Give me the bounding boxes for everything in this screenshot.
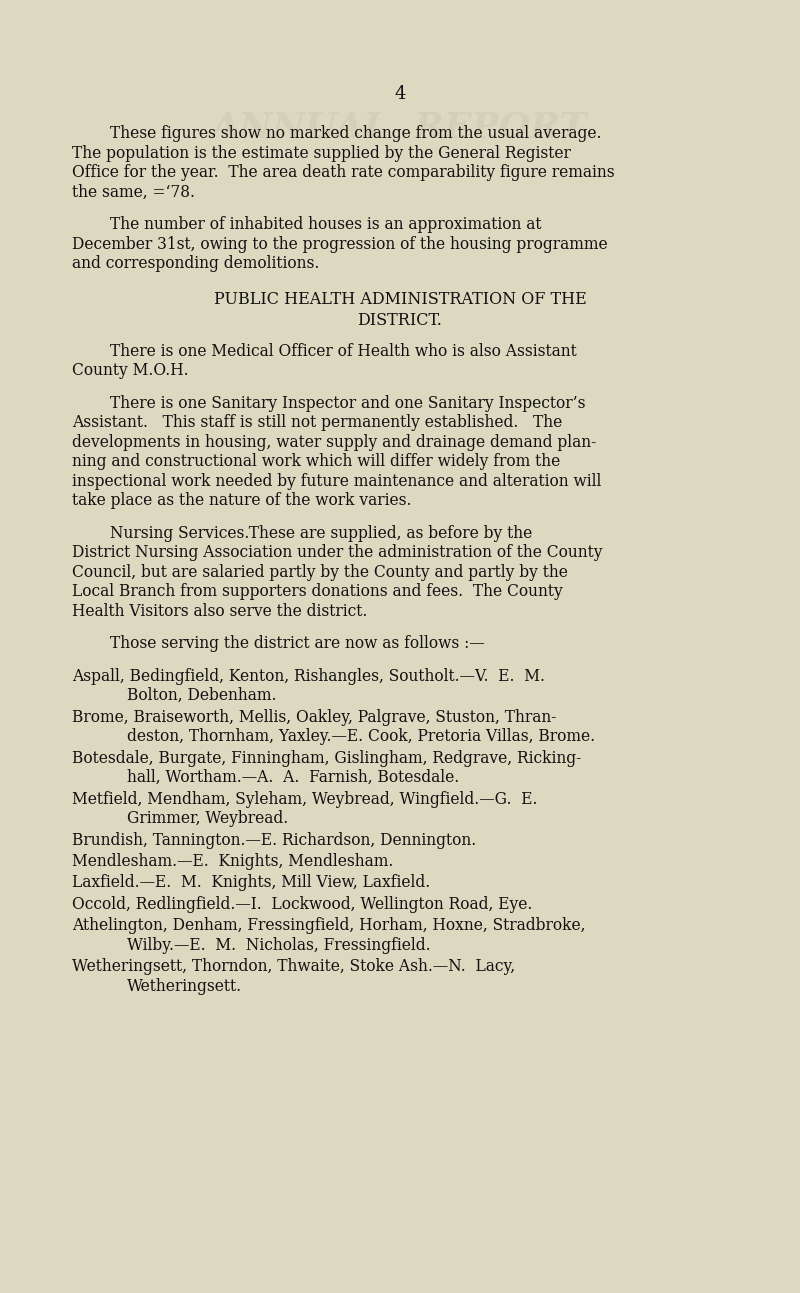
Text: District Nursing Association under the administration of the County: District Nursing Association under the a… bbox=[72, 544, 602, 561]
Text: Grimmer, Weybread.: Grimmer, Weybread. bbox=[127, 811, 288, 828]
Text: Bolton, Debenham.: Bolton, Debenham. bbox=[127, 688, 277, 705]
Text: Those serving the district are now as follows :—: Those serving the district are now as fo… bbox=[110, 635, 485, 652]
Text: Botesdale, Burgate, Finningham, Gislingham, Redgrave, Ricking-: Botesdale, Burgate, Finningham, Gislingh… bbox=[72, 750, 582, 767]
Text: Aspall, Bedingfield, Kenton, Rishangles, Southolt.—V.  E.  M.: Aspall, Bedingfield, Kenton, Rishangles,… bbox=[72, 667, 545, 685]
Text: hall, Wortham.—A.  A.  Farnish, Botesdale.: hall, Wortham.—A. A. Farnish, Botesdale. bbox=[127, 769, 459, 786]
Text: Assistant.   This staff is still not permanently established.   The: Assistant. This staff is still not perma… bbox=[72, 414, 562, 432]
Text: There is one Sanitary Inspector and one Sanitary Inspector’s: There is one Sanitary Inspector and one … bbox=[110, 394, 586, 411]
Text: ANNUAL  REPORT: ANNUAL REPORT bbox=[212, 110, 588, 144]
Text: Wetheringsett.: Wetheringsett. bbox=[127, 978, 242, 994]
Text: inspectional work needed by future maintenance and alteration will: inspectional work needed by future maint… bbox=[72, 473, 602, 490]
Text: Council, but are salaried partly by the County and partly by the: Council, but are salaried partly by the … bbox=[72, 564, 568, 581]
Text: December 31st, owing to the progression of the housing programme: December 31st, owing to the progression … bbox=[72, 235, 608, 252]
Text: Occold, Redlingfield.—I.  Lockwood, Wellington Road, Eye.: Occold, Redlingfield.—I. Lockwood, Welli… bbox=[72, 896, 532, 913]
Text: 4: 4 bbox=[394, 85, 406, 103]
Text: These are supplied, as before by the: These are supplied, as before by the bbox=[239, 525, 533, 542]
Text: deston, Thornham, Yaxley.—E. Cook, Pretoria Villas, Brome.: deston, Thornham, Yaxley.—E. Cook, Preto… bbox=[127, 728, 595, 745]
Text: the same, =‘78.: the same, =‘78. bbox=[72, 184, 195, 200]
Text: Brome, Braiseworth, Mellis, Oakley, Palgrave, Stuston, Thran-: Brome, Braiseworth, Mellis, Oakley, Palg… bbox=[72, 709, 556, 725]
Text: PUBLIC HEALTH ADMINISTRATION OF THE: PUBLIC HEALTH ADMINISTRATION OF THE bbox=[214, 291, 586, 309]
Text: There is one Medical Officer of Health who is also Assistant: There is one Medical Officer of Health w… bbox=[110, 343, 577, 359]
Text: The number of inhabited houses is an approximation at: The number of inhabited houses is an app… bbox=[110, 216, 542, 233]
Text: developments in housing, water supply and drainage demand plan-: developments in housing, water supply an… bbox=[72, 433, 596, 451]
Text: Wetheringsett, Thorndon, Thwaite, Stoke Ash.—N.  Lacy,: Wetheringsett, Thorndon, Thwaite, Stoke … bbox=[72, 958, 515, 975]
Text: DISTRICT.: DISTRICT. bbox=[358, 312, 442, 328]
Text: The population is the estimate supplied by the General Register: The population is the estimate supplied … bbox=[72, 145, 571, 162]
Text: take place as the nature of the work varies.: take place as the nature of the work var… bbox=[72, 493, 411, 509]
Text: These figures show no marked change from the usual average.: These figures show no marked change from… bbox=[110, 125, 602, 142]
Text: ning and constructional work which will differ widely from the: ning and constructional work which will … bbox=[72, 454, 560, 471]
Text: Nursing Services.: Nursing Services. bbox=[110, 525, 250, 542]
Text: Office for the year.  The area death rate comparability figure remains: Office for the year. The area death rate… bbox=[72, 164, 614, 181]
Text: Athelington, Denham, Fressingfield, Horham, Hoxne, Stradbroke,: Athelington, Denham, Fressingfield, Horh… bbox=[72, 917, 586, 935]
Text: Wilby.—E.  M.  Nicholas, Fressingfield.: Wilby.—E. M. Nicholas, Fressingfield. bbox=[127, 937, 430, 954]
Text: and corresponding demolitions.: and corresponding demolitions. bbox=[72, 255, 319, 272]
Text: Health Visitors also serve the district.: Health Visitors also serve the district. bbox=[72, 603, 367, 619]
Text: Mendlesham.—E.  Knights, Mendlesham.: Mendlesham.—E. Knights, Mendlesham. bbox=[72, 853, 394, 870]
Text: Laxfield.—E.  M.  Knights, Mill View, Laxfield.: Laxfield.—E. M. Knights, Mill View, Laxf… bbox=[72, 874, 430, 891]
Text: Metfield, Mendham, Syleham, Weybread, Wingfield.—G.  E.: Metfield, Mendham, Syleham, Weybread, Wi… bbox=[72, 790, 538, 808]
Text: Brundish, Tannington.—E. Richardson, Dennington.: Brundish, Tannington.—E. Richardson, Den… bbox=[72, 831, 476, 848]
Text: Local Branch from supporters donations and fees.  The County: Local Branch from supporters donations a… bbox=[72, 583, 562, 600]
Text: County M.O.H.: County M.O.H. bbox=[72, 362, 189, 379]
